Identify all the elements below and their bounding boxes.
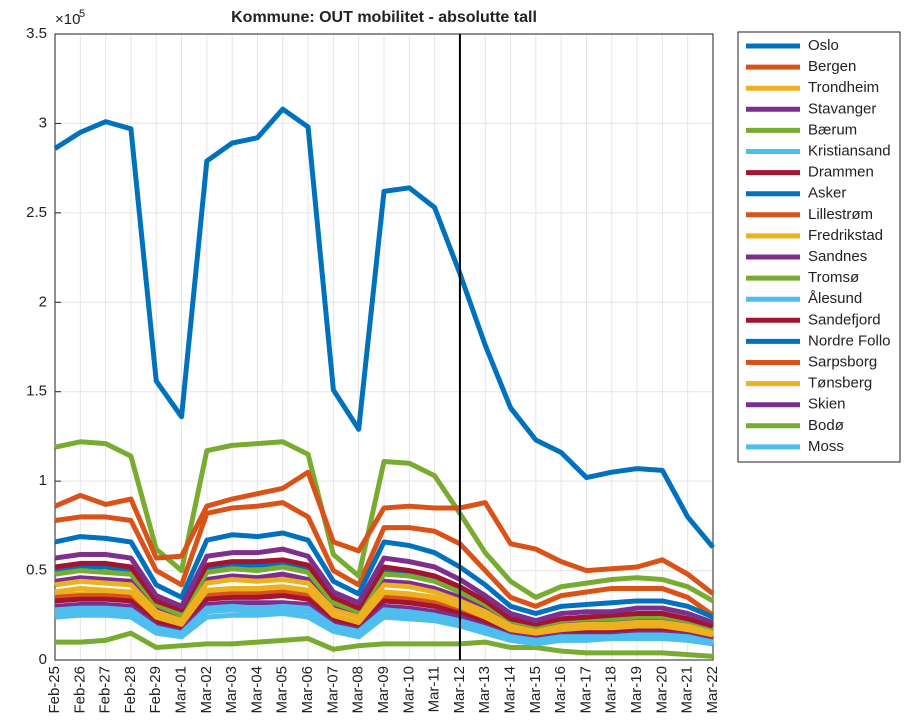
series-line <box>54 469 715 596</box>
legend-label: Drammen <box>808 164 874 181</box>
x-tick-label: Mar-02 <box>198 666 215 714</box>
legend-label: Stavanger <box>808 100 876 117</box>
legend-label: Sandnes <box>808 248 867 265</box>
legend-label: Bodø <box>808 417 844 434</box>
x-tick-label: Mar-13 <box>476 666 493 714</box>
legend-label: Asker <box>808 185 846 202</box>
series-line <box>54 593 714 641</box>
series-line <box>54 500 715 618</box>
legend-label: Kristiansand <box>808 142 891 159</box>
x-tick-label: Mar-06 <box>299 666 316 714</box>
x-tick-label: Feb-25 <box>46 666 63 714</box>
y-tick-label: 2.5 <box>26 204 47 221</box>
legend-label: Oslo <box>808 37 839 54</box>
legend-label: Fredrikstad <box>808 227 883 244</box>
x-tick-label: Mar-22 <box>704 666 721 714</box>
x-tick-label: Mar-09 <box>375 666 392 714</box>
legend-label: Tromsø <box>808 269 859 286</box>
x-tick-label: Mar-10 <box>400 666 417 714</box>
series-line <box>54 557 714 629</box>
x-tick-label: Feb-27 <box>97 666 114 714</box>
series-line <box>54 546 714 625</box>
series-line <box>53 106 715 549</box>
x-tick-label: Mar-15 <box>527 666 544 714</box>
y-multiplier-exponent: 5 <box>79 8 85 20</box>
chart-title: Kommune: OUT mobilitet - absolutte tall <box>231 9 537 26</box>
y-tick-label: 2 <box>39 293 47 310</box>
legend-label: Sandefjord <box>808 311 881 328</box>
legend-label: Ålesund <box>808 290 862 307</box>
series-line <box>54 603 714 645</box>
x-tick-label: Mar-03 <box>223 666 240 714</box>
y-tick-label: 0 <box>39 651 47 668</box>
legend-label: Nordre Follo <box>808 332 891 349</box>
x-tick-label: Mar-07 <box>324 666 341 714</box>
series-line <box>54 564 714 632</box>
legend-label: Bærum <box>808 121 857 138</box>
x-tick-label: Mar-18 <box>603 666 620 714</box>
legend-label: Tønsberg <box>808 375 872 392</box>
y-tick-label: 0.5 <box>26 562 47 579</box>
legend-label: Moss <box>808 438 844 455</box>
x-tick-label: Mar-17 <box>577 666 594 714</box>
legend-box <box>737 31 901 463</box>
x-tick-label: Mar-16 <box>552 666 569 714</box>
x-tick-label: Mar-12 <box>451 666 468 714</box>
x-tick-label: Mar-14 <box>502 666 519 714</box>
x-tick-label: Mar-04 <box>248 666 265 714</box>
y-tick-label: 1.5 <box>26 383 47 400</box>
y-tick-label: 3 <box>39 114 47 131</box>
series-line <box>55 630 714 659</box>
y-tick-label: 1 <box>39 472 47 489</box>
x-tick-label: Mar-19 <box>628 666 645 714</box>
x-tick-label: Mar-08 <box>350 666 367 714</box>
x-tick-label: Mar-21 <box>679 666 696 714</box>
x-tick-label: Feb-26 <box>71 666 88 714</box>
legend-label: Sarpsborg <box>808 353 877 370</box>
axes-box <box>54 33 714 661</box>
x-tick-label: Feb-29 <box>147 666 164 714</box>
series-line <box>54 577 714 636</box>
x-tick-label: Mar-11 <box>426 666 443 712</box>
x-tick-label: Mar-01 <box>173 666 190 714</box>
x-tick-label: Mar-05 <box>274 666 291 714</box>
legend-label: Skien <box>808 396 846 413</box>
x-tick-label: Mar-20 <box>653 666 670 714</box>
series-line <box>54 584 714 638</box>
y-multiplier: ×10 <box>55 11 80 28</box>
series-line <box>54 530 714 620</box>
y-tick-label: 3.5 <box>26 25 47 42</box>
legend-label: Lillestrøm <box>808 206 873 223</box>
legend-label: Trondheim <box>808 79 879 96</box>
x-tick-label: Feb-28 <box>122 666 139 714</box>
legend-label: Bergen <box>808 58 856 75</box>
